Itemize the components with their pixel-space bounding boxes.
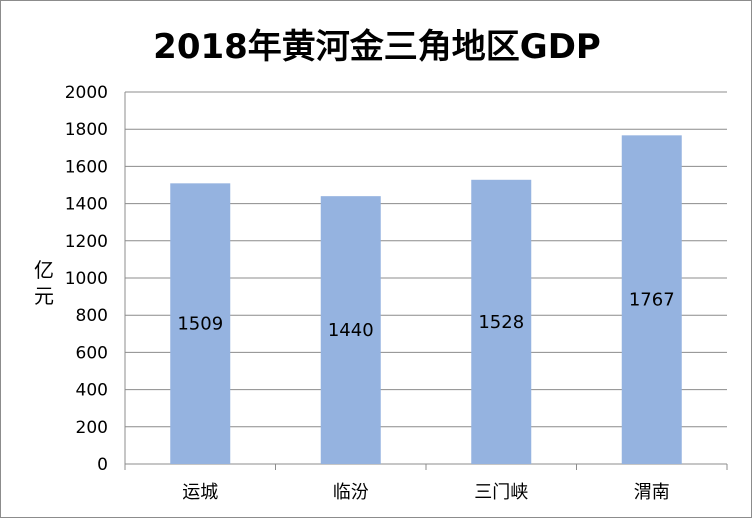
- y-tick-label: 1000: [65, 269, 108, 289]
- x-category-label: 渭南: [634, 482, 670, 503]
- y-tick-label: 1400: [65, 195, 108, 215]
- y-axis-label: 亿元: [34, 258, 54, 308]
- y-tick-label: 2000: [65, 83, 108, 103]
- bar-4: [621, 135, 682, 464]
- bar-1: [170, 183, 231, 465]
- y-tick-label: 0: [97, 455, 108, 475]
- x-category-label: 临汾: [333, 482, 369, 503]
- data-label: 1767: [629, 290, 675, 311]
- data-label: 1528: [478, 312, 524, 333]
- y-tick-label: 600: [76, 343, 108, 363]
- y-tick-label: 1800: [65, 120, 108, 140]
- y-tick-label: 800: [76, 306, 108, 326]
- bar-2: [320, 196, 381, 464]
- data-label: 1509: [177, 314, 223, 335]
- y-tick-label: 200: [76, 418, 108, 438]
- x-category-label: 运城: [182, 482, 218, 503]
- y-tick-label: 400: [76, 381, 108, 401]
- x-category-label: 三门峡: [474, 482, 528, 503]
- y-tick-label: 1600: [65, 157, 108, 177]
- bar-3: [471, 179, 532, 465]
- chart-title: 2018年黄河金三角地区GDP: [153, 27, 601, 67]
- y-tick-label: 1200: [65, 232, 108, 252]
- data-label: 1440: [328, 320, 374, 341]
